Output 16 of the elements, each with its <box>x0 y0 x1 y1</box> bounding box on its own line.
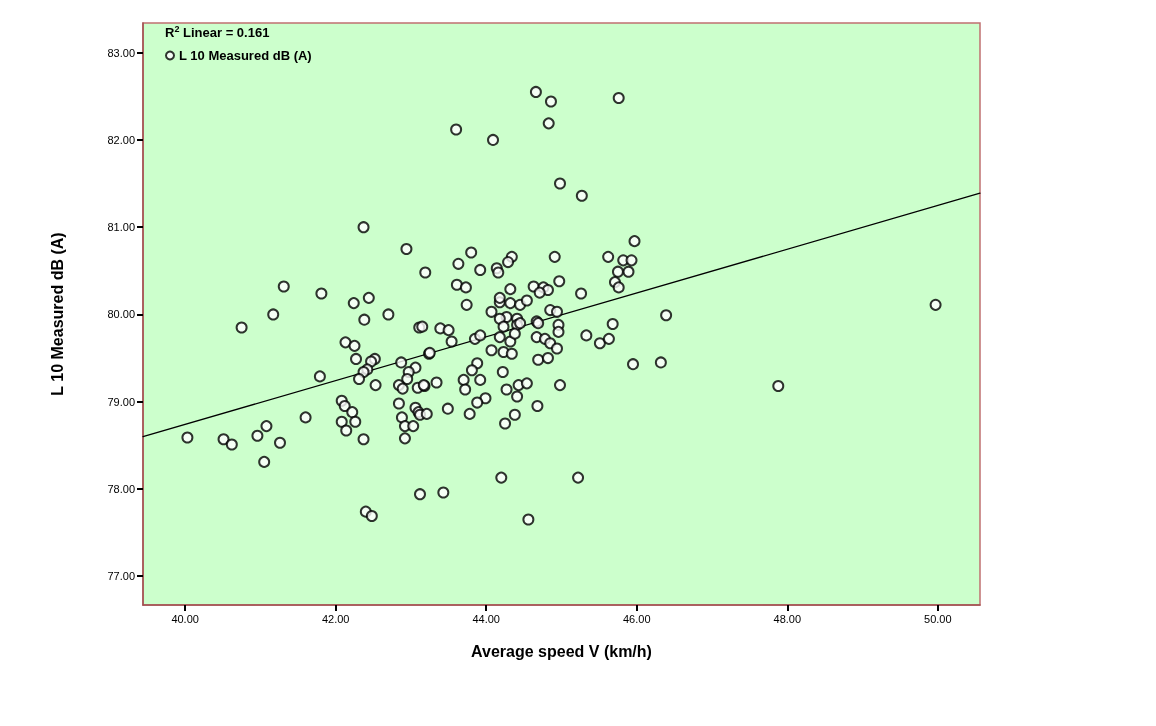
y-tick-label: 83.00 <box>107 46 135 59</box>
y-tick-label: 81.00 <box>107 221 135 234</box>
y-tick-label: 82.00 <box>107 133 135 146</box>
x-tick-label: 42.00 <box>321 612 350 625</box>
y-tick-label: 78.00 <box>107 482 135 495</box>
legend-label: L 10 Measured dB (A) <box>179 48 312 63</box>
y-tick-label: 79.00 <box>107 395 135 408</box>
x-tick-label: 44.00 <box>472 612 500 625</box>
y-tick-label: 80.00 <box>107 308 135 321</box>
x-axis-title: Average speed V (km/h) <box>471 642 652 660</box>
y-tick-label: 77.00 <box>107 570 135 583</box>
x-tick-label: 40.00 <box>171 612 199 625</box>
x-tick-label: 50.00 <box>924 612 952 625</box>
x-tick-label: 48.00 <box>773 612 802 625</box>
x-tick-label: 46.00 <box>623 612 651 625</box>
y-axis-title: L 10 Measured dB (A) <box>48 232 66 396</box>
